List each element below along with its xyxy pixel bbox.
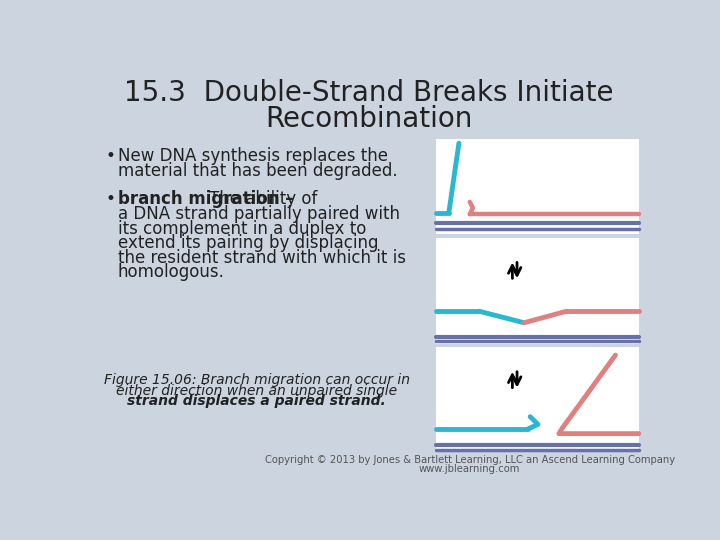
Text: branch migration –: branch migration – bbox=[118, 190, 299, 208]
Text: www.jblearning.com: www.jblearning.com bbox=[419, 464, 521, 475]
Text: strand displaces a paired strand.: strand displaces a paired strand. bbox=[127, 394, 386, 408]
Text: homologous.: homologous. bbox=[118, 264, 225, 281]
Text: The ability of: The ability of bbox=[209, 190, 317, 208]
Text: New DNA synthesis replaces the: New DNA synthesis replaces the bbox=[118, 147, 388, 165]
Text: material that has been degraded.: material that has been degraded. bbox=[118, 162, 397, 180]
Text: •: • bbox=[106, 190, 115, 208]
Bar bbox=[436, 139, 639, 234]
Bar bbox=[436, 238, 639, 343]
Text: a DNA strand partially paired with: a DNA strand partially paired with bbox=[118, 205, 400, 223]
Text: the resident strand with which it is: the resident strand with which it is bbox=[118, 249, 406, 267]
Text: either direction when an unpaired single: either direction when an unpaired single bbox=[116, 383, 397, 397]
Bar bbox=[436, 347, 639, 452]
Text: Figure 15.06: Branch migration can occur in: Figure 15.06: Branch migration can occur… bbox=[104, 373, 410, 387]
Text: •: • bbox=[106, 147, 115, 165]
Text: Copyright © 2013 by Jones & Bartlett Learning, LLC an Ascend Learning Company: Copyright © 2013 by Jones & Bartlett Lea… bbox=[265, 455, 675, 465]
Text: its complement in a duplex to: its complement in a duplex to bbox=[118, 220, 366, 238]
Text: Recombination: Recombination bbox=[265, 105, 473, 133]
Text: extend its pairing by displacing: extend its pairing by displacing bbox=[118, 234, 379, 252]
Text: 15.3  Double-Strand Breaks Initiate: 15.3 Double-Strand Breaks Initiate bbox=[125, 79, 613, 107]
